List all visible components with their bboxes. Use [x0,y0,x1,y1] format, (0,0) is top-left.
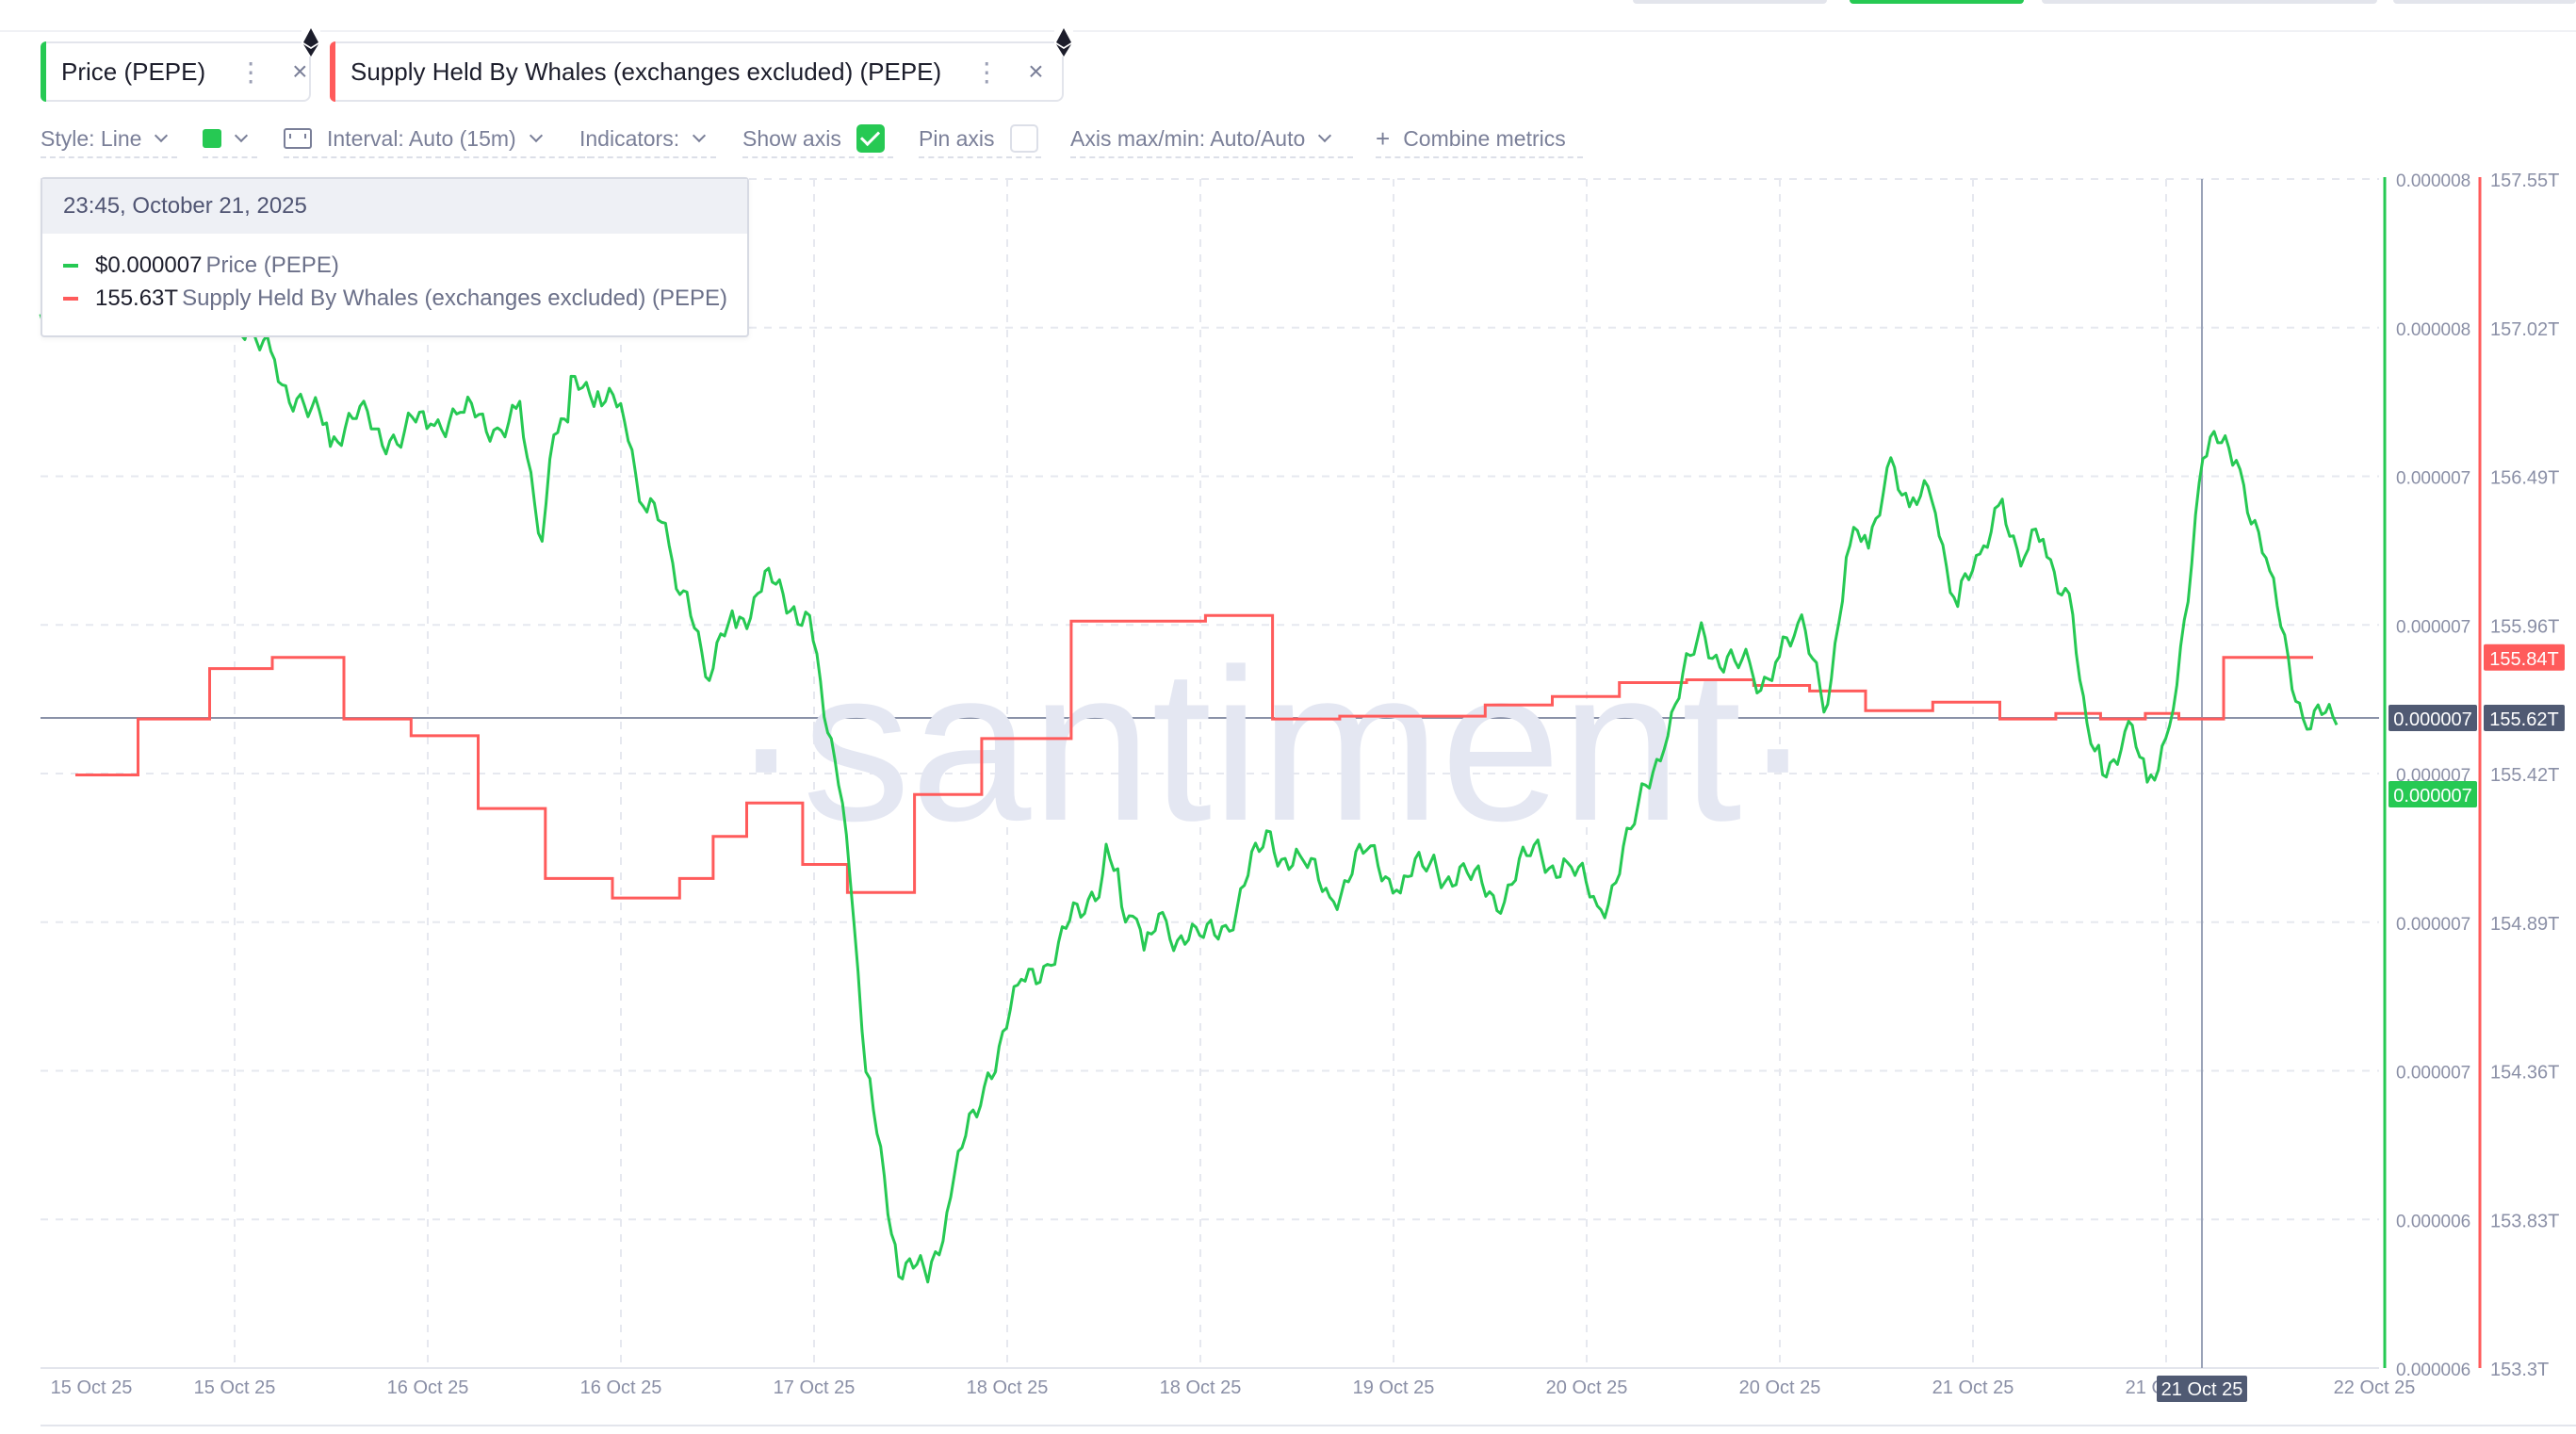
price-last-value-badge-background [2389,781,2477,807]
price-axis-tick-label: 0.000007 [2396,617,2470,637]
supply-axis-tick-label: 153.3T [2490,1360,2549,1380]
metric-chip-label: Supply Held By Whales (exchanges exclude… [351,57,942,86]
supply-axis-tick-label: 154.89T [2490,914,2559,935]
supply-last-value-badge-background [2484,644,2565,671]
x-axis-tick-label: 16 Oct 25 [580,1377,662,1398]
chart-axes: 0.0000080.0000080.0000070.0000070.000007… [51,171,2565,1402]
show-axis-checkbox[interactable] [856,124,885,153]
hover-x-label: 21 Oct 25 [2161,1379,2243,1400]
show-axis-label: Show axis [742,125,841,151]
supply-axis-tick-label: 155.42T [2490,765,2559,786]
x-axis-tick-label: 18 Oct 25 [967,1377,1049,1398]
price-axis-tick-label: 0.000008 [2396,320,2470,340]
more-options-icon[interactable]: ⋮ [237,57,265,87]
x-axis-tick-label: 17 Oct 25 [774,1377,856,1398]
interval-label: Interval: Auto (15m) [327,125,516,151]
x-axis-tick-label: 18 Oct 25 [1160,1377,1242,1398]
chart-tooltip: 23:45, October 21, 2025 $0.000007 Price … [41,177,749,337]
tooltip-date: 23:45, October 21, 2025 [42,179,747,234]
x-axis-tick-label: 21 Oct 25 [1932,1377,2014,1398]
combine-metrics-label: Combine metrics [1403,125,1566,151]
style-label: Style: Line [41,125,142,151]
plus-icon: + [1376,123,1391,153]
supply-legend-dash [63,297,78,301]
price-axis-tick-label: 0.000006 [2396,1212,2470,1231]
metric-chip-price[interactable]: Price (PEPE) ⋮ × [41,28,320,102]
supply-last-value-badge: 155.84T [2489,649,2558,670]
price-last-value-badge: 0.000007 [2393,786,2471,807]
price-axis-tick-label: 0.000008 [2396,171,2470,191]
top-tab-green[interactable] [1850,0,2024,4]
price-hover-value-badge-background [2389,705,2477,731]
color-picker[interactable] [203,121,257,158]
supply-axis-tick-label: 157.55T [2490,171,2559,191]
axis-maxmin-label: Axis max/min: Auto/Auto [1070,125,1306,151]
show-axis-toggle[interactable]: Show axis [742,121,893,158]
price-axis-tick-label: 0.000007 [2396,915,2470,935]
x-axis-tick-label: 20 Oct 25 [1546,1377,1628,1398]
supply-hover-value-badge-background [2484,705,2565,731]
style-dropdown[interactable]: Style: Line [41,121,177,158]
metric-chip-label: Price (PEPE) [61,57,206,86]
tooltip-supply-value: 155.63T [95,285,179,311]
combine-metrics-button[interactable]: + Combine metrics [1376,121,1583,158]
x-axis-tick-label: 15 Oct 25 [51,1377,133,1398]
pin-axis-label: Pin axis [919,125,995,151]
top-tab-gray-1[interactable] [1633,0,1827,4]
chart-series [39,269,2339,1284]
ethereum-icon [1054,28,1073,57]
indicators-dropdown[interactable]: Indicators: [579,121,716,158]
top-strip [0,0,2576,32]
supply-axis-tick-label: 156.49T [2490,468,2559,489]
x-axis-tick-label: 19 Oct 25 [1353,1377,1435,1398]
interval-icon [284,128,312,149]
tooltip-row-supply: 155.63T Supply Held By Whales (exchanges… [63,285,727,312]
chart-grid [41,178,2379,1369]
top-tab-gray-3[interactable] [2393,0,2576,4]
supply-axis-tick-label: 154.36T [2490,1063,2559,1084]
price-hover-value-badge: 0.000007 [2393,709,2471,730]
x-axis-tick-label: 22 Oct 25 [2334,1377,2416,1398]
color-swatch [203,129,221,148]
indicators-label: Indicators: [579,125,680,151]
more-options-icon[interactable]: ⋮ [973,57,1001,87]
metric-color-bar [41,41,46,102]
supply-axis-tick-label: 157.02T [2490,319,2559,340]
tooltip-price-name: Price (PEPE) [205,253,339,278]
ethereum-icon [302,28,320,57]
pin-axis-checkbox[interactable] [1009,124,1038,153]
x-axis-tick-label: 15 Oct 25 [194,1377,276,1398]
top-tab-gray-2[interactable] [2042,0,2377,4]
pin-axis-toggle[interactable]: Pin axis [919,121,1041,158]
tooltip-supply-name: Supply Held By Whales (exchanges exclude… [182,285,728,311]
interval-dropdown[interactable]: Interval: Auto (15m) [284,121,593,158]
price-axis-tick-label: 0.000006 [2396,1361,2470,1380]
price-series-line [39,269,2339,1284]
tooltip-price-value: $0.000007 [95,253,203,278]
close-icon[interactable]: × [1028,57,1044,86]
x-axis-tick-label: 16 Oct 25 [387,1377,469,1398]
supply-axis-tick-label: 153.83T [2490,1211,2559,1231]
close-icon[interactable]: × [292,57,308,86]
price-axis-tick-label: 0.000007 [2396,1064,2470,1084]
x-axis-tick-label: 20 Oct 25 [1739,1377,1821,1398]
metric-color-bar [330,41,335,102]
price-legend-dash [63,264,78,268]
supply-hover-value-badge: 155.62T [2489,709,2558,730]
price-axis-tick-label: 0.000007 [2396,766,2470,786]
metric-chip-supply[interactable]: Supply Held By Whales (exchanges exclude… [330,28,1073,102]
navigator-strip[interactable] [41,1425,2576,1434]
tooltip-row-price: $0.000007 Price (PEPE) [63,253,339,279]
hover-x-label-background [2157,1376,2247,1402]
price-axis-tick-label: 0.000007 [2396,469,2470,489]
supply-axis-tick-label: 155.96T [2490,616,2559,637]
supply-series-line [75,613,2313,900]
axis-maxmin-dropdown[interactable]: Axis max/min: Auto/Auto [1070,121,1353,158]
